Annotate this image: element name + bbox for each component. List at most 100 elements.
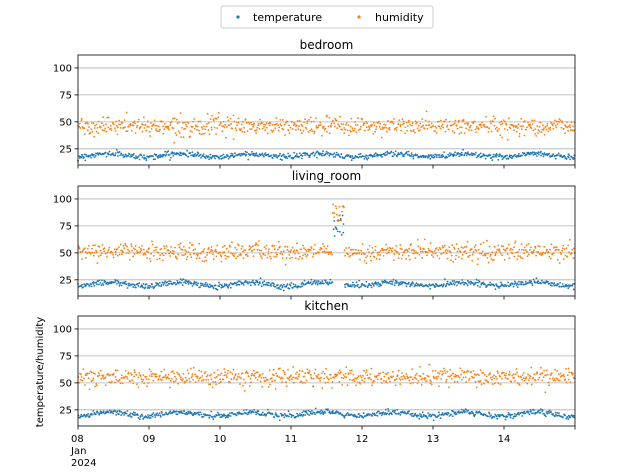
data-point [223,126,226,129]
data-point [353,127,356,130]
data-point [411,378,414,381]
data-point [207,414,210,417]
data-point [504,284,506,286]
data-point [505,123,508,126]
data-point [430,122,433,125]
data-point [368,413,371,416]
data-point [126,130,129,133]
data-point [543,412,545,415]
data-point [539,411,542,414]
data-point [86,247,89,250]
data-point [224,257,227,260]
data-point [417,245,420,248]
data-point [201,260,204,262]
data-point [273,416,276,419]
data-point [356,283,359,286]
data-point [431,250,434,253]
data-point [415,372,418,375]
data-point [406,125,409,127]
data-point [531,282,533,285]
data-point [97,375,99,377]
data-point [407,119,410,122]
data-point [197,129,200,132]
data-point [515,284,518,286]
data-point [101,374,103,376]
data-point [506,154,508,157]
data-point [502,119,505,121]
data-point [496,370,499,373]
data-point [299,413,301,415]
data-point [461,153,464,156]
data-point [279,152,281,155]
data-point [219,254,222,257]
data-point [180,154,183,157]
data-point [534,281,537,284]
data-point [365,256,367,259]
data-point [170,120,173,123]
data-point [487,381,489,384]
data-point [334,373,337,376]
data-point [526,126,528,129]
data-point [176,122,179,125]
data-point [271,130,274,133]
data-point [401,153,403,155]
data-point [364,377,366,380]
data-point [201,282,204,285]
data-point [294,252,296,255]
data-point [448,375,451,378]
data-point [544,415,547,418]
data-point [513,413,516,415]
data-point [534,128,537,131]
data-point [196,284,199,287]
data-point [421,283,423,286]
data-point [493,377,496,380]
data-point [212,418,215,420]
data-point [436,377,438,380]
data-point [433,250,436,252]
data-point [337,220,340,223]
data-point [369,255,372,258]
data-point [421,118,424,121]
data-point [391,280,394,283]
data-point [247,372,249,374]
data-point [90,413,93,416]
data-point [279,367,281,370]
data-point [360,249,363,252]
data-point [162,283,165,286]
data-point [548,409,551,412]
data-point [530,280,532,283]
data-point [470,412,472,415]
data-point [558,249,560,251]
data-point [181,248,184,251]
data-point [252,124,255,126]
data-point [519,255,521,257]
data-point [256,126,259,129]
data-point [383,379,385,382]
data-point [100,378,103,380]
data-point [426,127,429,130]
data-point [463,370,466,373]
data-point [368,128,371,131]
data-point [99,126,102,128]
data-point [335,207,338,210]
data-point [201,128,204,130]
data-point [568,284,570,286]
data-point [292,366,295,368]
data-point [216,244,219,247]
data-point [322,413,325,416]
data-point [426,254,428,257]
data-point [520,128,523,131]
data-point [320,248,323,251]
data-point [380,153,383,156]
data-point [463,132,466,135]
data-point [374,414,377,417]
data-point [109,374,112,376]
data-point [167,127,170,130]
data-point [409,285,411,288]
data-point [457,121,460,123]
data-point [438,385,440,388]
data-point [222,246,224,248]
data-point [236,378,239,381]
legend: temperature humidity [220,5,434,29]
data-point [554,119,556,122]
